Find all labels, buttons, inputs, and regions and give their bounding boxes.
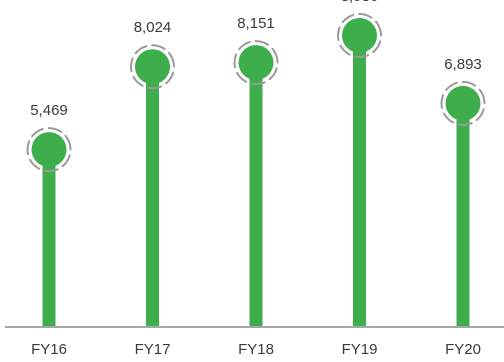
x-tick-fy16: FY16 (31, 341, 67, 358)
halo-fy17 (130, 44, 175, 90)
x-tick-labels-layer: FY16 FY17 FY18 FY19 FY20 (31, 341, 481, 358)
data-label-fy19: 8,986 (341, 0, 379, 5)
marker-fy18 (238, 45, 274, 81)
stems-layer (42, 35, 470, 328)
x-tick-fy20: FY20 (445, 341, 481, 358)
halo-fy20 (440, 80, 486, 126)
data-labels-layer: 5,469 8,024 8,151 8,986 6,893 (30, 0, 482, 119)
data-label-fy20: 6,893 (444, 56, 482, 73)
data-label-fy17: 8,024 (134, 19, 172, 36)
x-tick-fy17: FY17 (135, 341, 171, 358)
stem-fy17 (146, 66, 159, 327)
marker-fy20 (445, 85, 481, 121)
stem-fy16 (42, 149, 56, 327)
x-tick-fy18: FY18 (238, 341, 274, 358)
marker-fy16 (31, 132, 67, 168)
markers-layer (31, 17, 481, 168)
stem-fy20 (456, 103, 470, 327)
halos-layer (26, 12, 486, 173)
halo-fy16 (26, 127, 72, 173)
marker-fy17 (135, 49, 170, 85)
marker-fy19 (342, 17, 377, 53)
data-label-fy16: 5,469 (30, 102, 68, 119)
halo-fy18 (233, 40, 279, 86)
data-label-fy18: 8,151 (237, 15, 275, 32)
stem-fy18 (249, 62, 263, 328)
x-tick-fy19: FY19 (342, 341, 378, 358)
halo-fy19 (337, 12, 382, 58)
stem-fy19 (353, 35, 366, 327)
